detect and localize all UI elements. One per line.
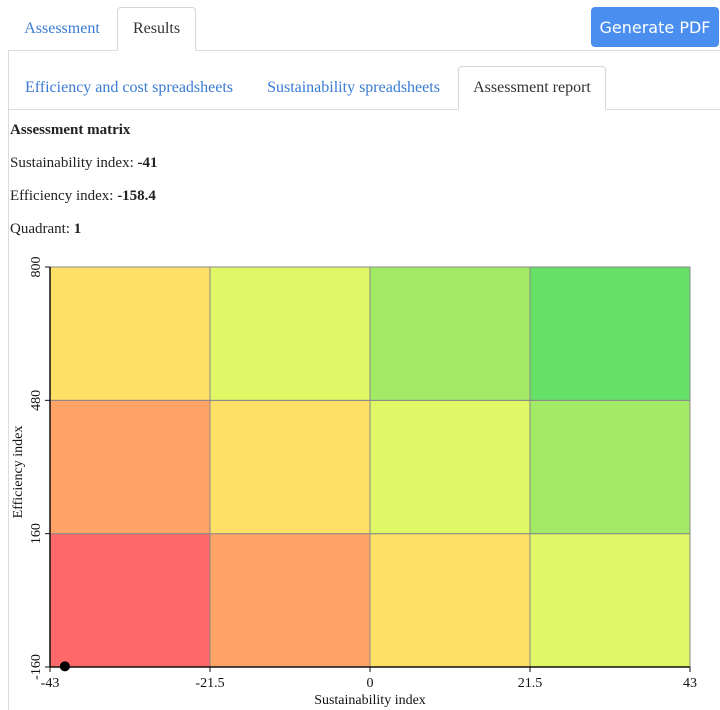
x-tick-label: 21.5 (518, 676, 543, 691)
matrix-cell-r2-c0 (49, 266, 211, 401)
y-axis-label: Efficiency index (11, 426, 26, 519)
tab-assessment-report[interactable]: Assessment report (458, 66, 606, 110)
tab-sustainability-spreadsheets[interactable]: Sustainability spreadsheets (267, 79, 440, 96)
matrix-cell-r2-c2 (369, 266, 531, 401)
matrix-cell-r2-c3 (529, 266, 691, 401)
sustainability-index-label: Sustainability index: (10, 155, 138, 171)
x-axis-label: Sustainability index (314, 693, 426, 708)
quadrant-label: Quadrant: (10, 221, 74, 237)
sub-tab-divider (9, 109, 720, 110)
assessment-point-marker (59, 661, 70, 672)
tab-assessment[interactable]: Assessment (24, 20, 100, 37)
matrix-cell-r0-c2 (369, 533, 531, 668)
sustainability-index-value: -41 (137, 155, 158, 171)
matrix-cell-r1-c3 (529, 399, 691, 535)
x-tick-label: 43 (683, 676, 697, 691)
x-tick-label: 0 (367, 676, 374, 691)
quadrant-value: 1 (73, 221, 82, 237)
tab-divider (8, 50, 720, 51)
generate-pdf-button[interactable]: Generate PDF (591, 7, 719, 47)
sustainability-index-line: Sustainability index: -41 (10, 155, 158, 172)
efficiency-index-line: Efficiency index: -158.4 (10, 188, 156, 205)
matrix-title: Assessment matrix (10, 122, 131, 138)
y-tick-label: 800 (29, 257, 44, 278)
y-tick-label: 160 (29, 523, 44, 544)
matrix-cell-r0-c3 (529, 533, 691, 668)
y-tick-label: -160 (29, 654, 44, 680)
x-tick-label: -43 (41, 676, 60, 691)
tab-results[interactable]: Results (117, 7, 196, 51)
results-panel (8, 51, 720, 710)
top-tab-bar (0, 0, 720, 51)
efficiency-index-value: -158.4 (117, 188, 156, 204)
efficiency-index-label: Efficiency index: (10, 188, 118, 204)
quadrant-line: Quadrant: 1 (10, 221, 81, 238)
y-tick-label: 480 (29, 390, 44, 411)
x-tick-label: -21.5 (195, 676, 224, 691)
tab-efficiency-cost-spreadsheets[interactable]: Efficiency and cost spreadsheets (24, 79, 234, 96)
matrix-cell-r0-c0 (49, 533, 211, 668)
matrix-cell-r1-c0 (49, 399, 211, 535)
matrix-cell-r1-c1 (209, 399, 371, 535)
matrix-cell-r2-c1 (209, 266, 371, 401)
matrix-cell-r0-c1 (209, 533, 371, 668)
assessment-matrix-chart: -43 -21.5 0 21.5 43 -160 160 480 800 Sustainabil… (11, 257, 697, 709)
matrix-cell-r1-c2 (369, 399, 531, 535)
